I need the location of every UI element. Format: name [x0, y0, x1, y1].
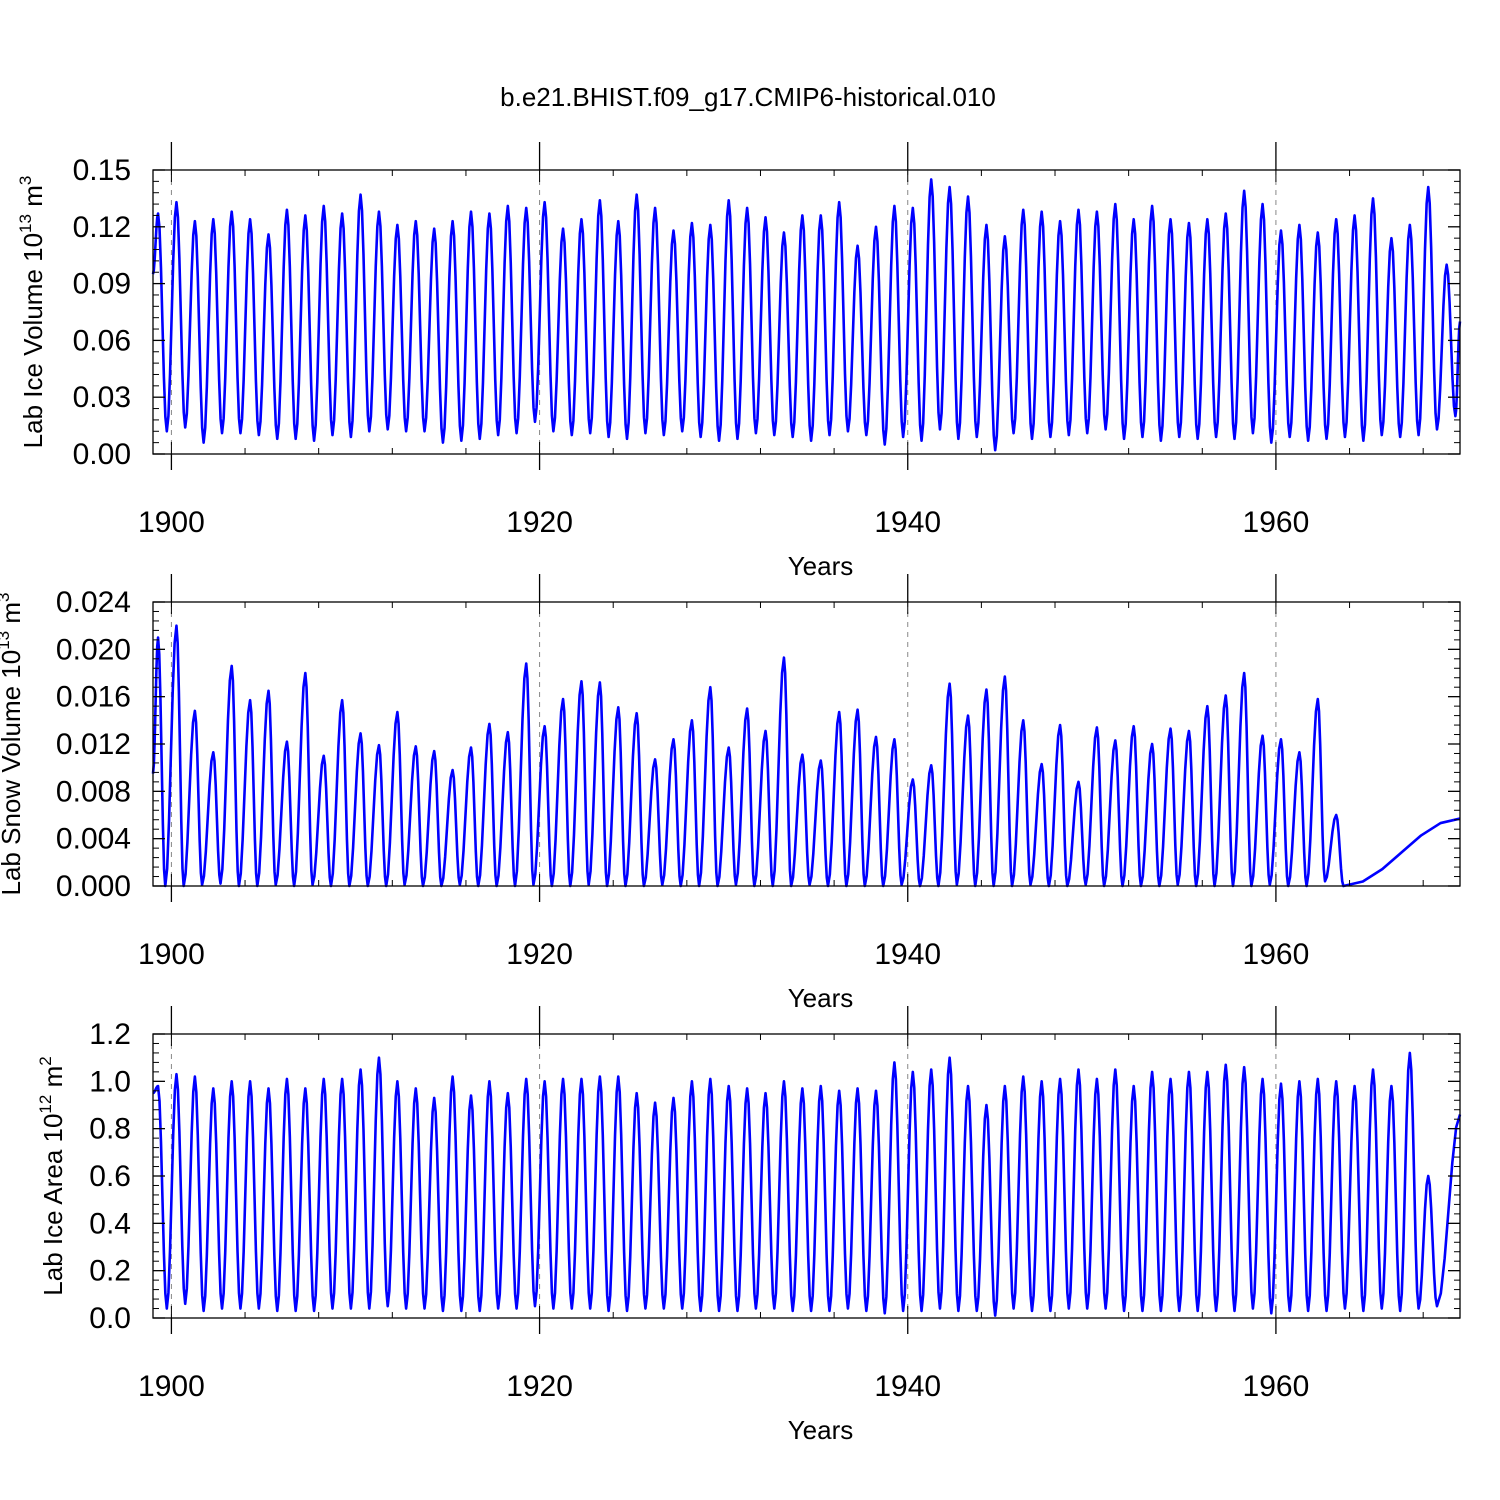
x-tick-label: 1940	[874, 1370, 941, 1403]
y-label-exponent: 12	[36, 1095, 55, 1114]
y-label-unit: m	[0, 602, 26, 631]
series-line	[151, 624, 1461, 888]
panel-3: 0.0 0.2 0.4 0.6 0.8 1.0 1.2 1900 1920 1940 1960 Yea…	[36, 1006, 1462, 1445]
y-tick-label: 0.008	[56, 775, 131, 808]
y-tick-label: 0.8	[89, 1113, 131, 1146]
x-tick-label: 1920	[506, 506, 573, 539]
y-label-exponent: 13	[16, 214, 35, 233]
y-tick-label: 0.000	[56, 870, 131, 903]
y-tick-label: 0.06	[73, 324, 131, 357]
y-tick-label: 0.00	[73, 438, 131, 471]
y-tick-label: 0.2	[89, 1255, 131, 1288]
y-tick-label: 1.2	[89, 1018, 131, 1051]
y-label-unit-exponent: 3	[0, 592, 13, 601]
y-tick-label: 0.12	[73, 211, 131, 244]
y-tick-label: 0.4	[89, 1207, 131, 1240]
x-tick-label: 1900	[138, 938, 205, 971]
x-tick-label: 1900	[138, 1370, 205, 1403]
x-axis-label: Years	[788, 983, 854, 1013]
y-tick-label: 1.0	[89, 1065, 131, 1098]
y-tick-label: 0.004	[56, 823, 131, 856]
x-axis-label: Years	[788, 1415, 854, 1445]
y-label-unit-exponent: 3	[16, 176, 35, 185]
series-line	[152, 1051, 1462, 1317]
y-tick-label: 0.15	[73, 154, 131, 187]
y-axis-label: Lab Ice Area 1012 m2	[36, 1056, 68, 1295]
x-tick-label: 1960	[1243, 1370, 1310, 1403]
x-tick-label: 1920	[506, 1370, 573, 1403]
x-tick-label: 1900	[138, 506, 205, 539]
y-tick-label: 0.016	[56, 681, 131, 714]
y-axis-label: Lab Ice Volume 1013 m3	[16, 176, 48, 449]
x-axis-label: Years	[788, 551, 854, 581]
y-label-unit: m	[18, 185, 48, 214]
y-label-main: Lab Ice Volume 10	[18, 233, 48, 448]
y-axis-label: Lab Snow Volume 1013 m3	[0, 592, 26, 895]
y-label-unit: m	[38, 1066, 68, 1095]
x-tick-label: 1940	[874, 506, 941, 539]
plot-frame	[152, 169, 1461, 455]
x-tick-label: 1960	[1243, 506, 1310, 539]
y-tick-label: 0.6	[89, 1160, 131, 1193]
y-tick-label: 0.020	[56, 633, 131, 666]
panel-2: 0.000 0.004 0.008 0.012 0.016 0.020 0.024 1900 1…	[0, 574, 1461, 1013]
x-tick-label: 1920	[506, 938, 573, 971]
y-label-exponent: 13	[0, 631, 13, 650]
y-tick-label: 0.03	[73, 381, 131, 414]
y-label-main: Lab Ice Area 10	[38, 1114, 68, 1296]
figure-title: b.e21.BHIST.f09_g17.CMIP6-historical.010	[500, 82, 996, 112]
y-tick-label: 0.012	[56, 728, 131, 761]
x-tick-label: 1960	[1243, 938, 1310, 971]
y-label-unit-exponent: 2	[36, 1056, 55, 1065]
y-label-main: Lab Snow Volume 10	[0, 650, 26, 896]
x-tick-label: 1940	[874, 938, 941, 971]
series-line	[151, 178, 1462, 452]
panel-1: 0.00 0.03 0.06 0.09 0.12 0.15 1900 1920 1940 1960…	[16, 142, 1462, 581]
y-tick-label: 0.024	[56, 586, 131, 619]
y-tick-label: 0.0	[89, 1302, 131, 1335]
y-tick-label: 0.09	[73, 268, 131, 301]
